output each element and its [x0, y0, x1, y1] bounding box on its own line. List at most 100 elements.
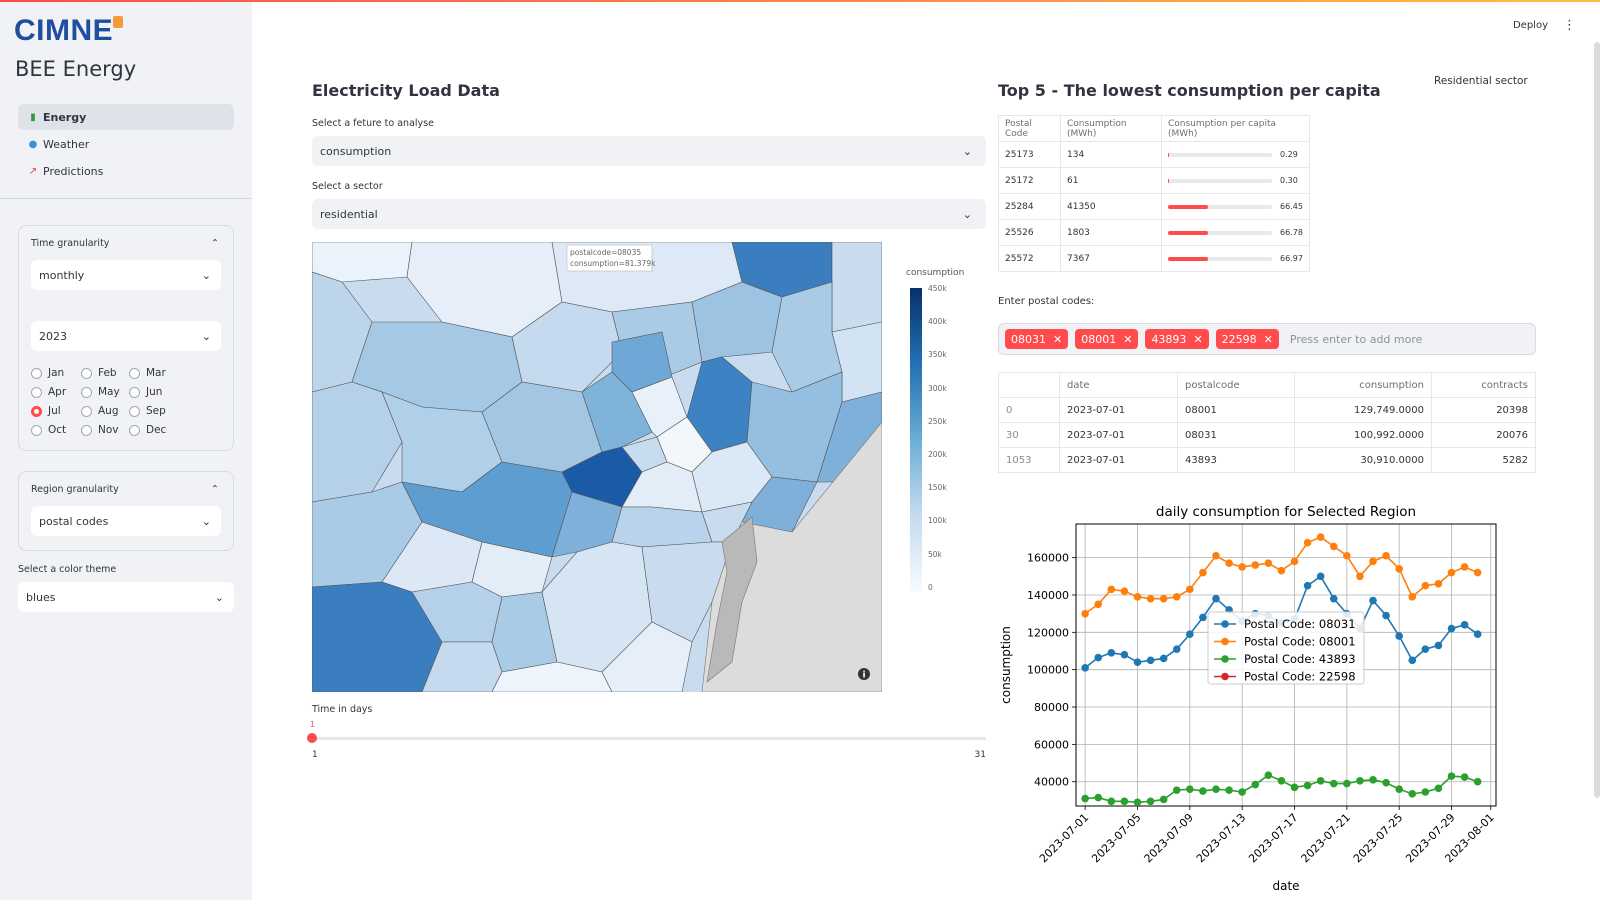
- data-point: [1291, 784, 1299, 792]
- df-header-cell[interactable]: [999, 373, 1060, 398]
- data-point: [1435, 642, 1443, 650]
- y-tick-label: 80000: [1034, 701, 1069, 714]
- cimne-logo: CIMNE: [14, 14, 113, 48]
- year-select[interactable]: 2023 ⌄: [31, 321, 221, 351]
- df-header-cell[interactable]: consumption: [1295, 373, 1432, 398]
- slider-min: 1: [312, 750, 318, 760]
- x-tick-label: 2023-07-17: [1246, 811, 1300, 865]
- radio-circle-icon: [81, 406, 92, 417]
- data-point: [1173, 786, 1181, 794]
- chart-svg: daily consumption for Selected Region400…: [996, 500, 1556, 900]
- month-radio-sep[interactable]: Sep: [129, 403, 179, 419]
- postal-code-tag[interactable]: 22598 ✕: [1216, 329, 1279, 349]
- postal-code-tag[interactable]: 43893✕: [1145, 329, 1208, 349]
- data-point: [1356, 572, 1364, 580]
- chevron-down-icon: ⌄: [202, 330, 211, 343]
- sidebar-item-label: Weather: [43, 138, 89, 151]
- month-radio-apr[interactable]: Apr: [31, 384, 81, 400]
- feature-select[interactable]: consumption ⌄: [312, 136, 986, 166]
- per-capita-cell: 66.45: [1162, 194, 1310, 220]
- data-point: [1461, 621, 1469, 629]
- close-icon[interactable]: ✕: [1193, 333, 1202, 346]
- colorbar-tick: 0: [928, 583, 933, 592]
- colorbar-tick: 250k: [928, 417, 947, 426]
- df-header-cell[interactable]: contracts: [1432, 373, 1536, 398]
- region-granularity-header[interactable]: Region granularity ⌃: [19, 472, 233, 506]
- month-radio-feb[interactable]: Feb: [81, 365, 129, 381]
- progress-bar: [1168, 231, 1272, 235]
- radio-circle-icon: [129, 387, 140, 398]
- map-canvas[interactable]: postalcode=08035 consumption=81.379k i: [312, 242, 882, 692]
- radio-circle-icon: [81, 387, 92, 398]
- slider-track[interactable]: [312, 737, 986, 740]
- df-cell: 5282: [1432, 448, 1536, 473]
- data-point: [1251, 781, 1259, 789]
- month-radio-jan[interactable]: Jan: [31, 365, 81, 381]
- data-point: [1291, 558, 1299, 566]
- data-point: [1160, 796, 1168, 804]
- close-icon[interactable]: ✕: [1123, 333, 1132, 346]
- postal-code-cell: 25526: [999, 220, 1061, 246]
- time-granularity-select[interactable]: monthly ⌄: [31, 260, 221, 290]
- choropleth-map[interactable]: postalcode=08035 consumption=81.379k i: [312, 242, 882, 692]
- data-point: [1395, 565, 1403, 573]
- consumption-cell: 7367: [1061, 246, 1162, 272]
- slider-max: 31: [975, 750, 986, 760]
- chevron-up-icon: ⌃: [211, 484, 219, 495]
- month-radio-may[interactable]: May: [81, 384, 129, 400]
- month-radio-oct[interactable]: Oct: [31, 422, 81, 438]
- progress-fill: [1168, 205, 1208, 209]
- legend-marker: [1221, 638, 1229, 646]
- data-point: [1094, 654, 1102, 662]
- month-radio-nov[interactable]: Nov: [81, 422, 129, 438]
- sidebar-item-weather[interactable]: ●Weather: [18, 131, 234, 157]
- multiselect-placeholder[interactable]: Press enter to add more: [1290, 333, 1423, 346]
- sidebar-item-label: Predictions: [43, 165, 103, 178]
- month-radio-dec[interactable]: Dec: [129, 422, 179, 438]
- main-menu-icon[interactable]: ⋮: [1563, 18, 1576, 33]
- df-header-cell[interactable]: postalcode: [1178, 373, 1295, 398]
- data-point: [1395, 785, 1403, 793]
- x-tick-label: 2023-07-01: [1037, 811, 1091, 865]
- df-cell: 129,749.0000: [1295, 398, 1432, 423]
- close-icon[interactable]: ✕: [1053, 333, 1062, 346]
- month-radio-jul[interactable]: Jul: [31, 403, 81, 419]
- x-axis-label: date: [1272, 879, 1299, 893]
- deploy-button[interactable]: Deploy: [1513, 20, 1548, 31]
- close-icon[interactable]: ✕: [1264, 333, 1273, 346]
- top5-header-cell[interactable]: Postal Code: [999, 116, 1061, 142]
- df-header-cell[interactable]: date: [1060, 373, 1178, 398]
- month-radio-mar[interactable]: Mar: [129, 365, 179, 381]
- data-point: [1330, 595, 1338, 603]
- scrollbar[interactable]: [1594, 42, 1600, 798]
- data-point: [1382, 612, 1390, 620]
- postal-code-tag[interactable]: 08001✕: [1075, 329, 1138, 349]
- time-granularity-header[interactable]: Time granularity ⌃: [19, 226, 233, 260]
- series-line: [1085, 537, 1478, 614]
- radio-circle-icon: [31, 425, 42, 436]
- data-point: [1199, 614, 1207, 622]
- data-point: [1448, 569, 1456, 577]
- month-radio-aug[interactable]: Aug: [81, 403, 129, 419]
- sidebar-nav: ▮Energy●Weather↗Predictions: [18, 104, 234, 185]
- data-point: [1121, 651, 1129, 659]
- slider-handle[interactable]: [307, 733, 317, 743]
- sidebar-item-predictions[interactable]: ↗Predictions: [18, 158, 234, 184]
- top5-header-cell[interactable]: Consumption (MWh): [1061, 116, 1162, 142]
- color-theme-select[interactable]: blues ⌄: [18, 582, 234, 612]
- postal-codes-multiselect[interactable]: 08031✕ 08001✕ 43893✕ 22598 ✕ Press enter to a…: [998, 323, 1536, 355]
- region-granularity-select[interactable]: postal codes ⌄: [31, 506, 221, 536]
- tag-label: 22598: [1222, 333, 1257, 346]
- top5-header-cell[interactable]: Consumption per capita (MWh): [1162, 116, 1310, 142]
- month-radio-jun[interactable]: Jun: [129, 384, 179, 400]
- df-cell: 100,992.0000: [1295, 423, 1432, 448]
- sector-select[interactable]: residential ⌄: [312, 199, 986, 229]
- postal-code-tag[interactable]: 08031✕: [1005, 329, 1068, 349]
- data-point: [1134, 798, 1142, 806]
- sidebar-item-energy[interactable]: ▮Energy: [18, 104, 234, 130]
